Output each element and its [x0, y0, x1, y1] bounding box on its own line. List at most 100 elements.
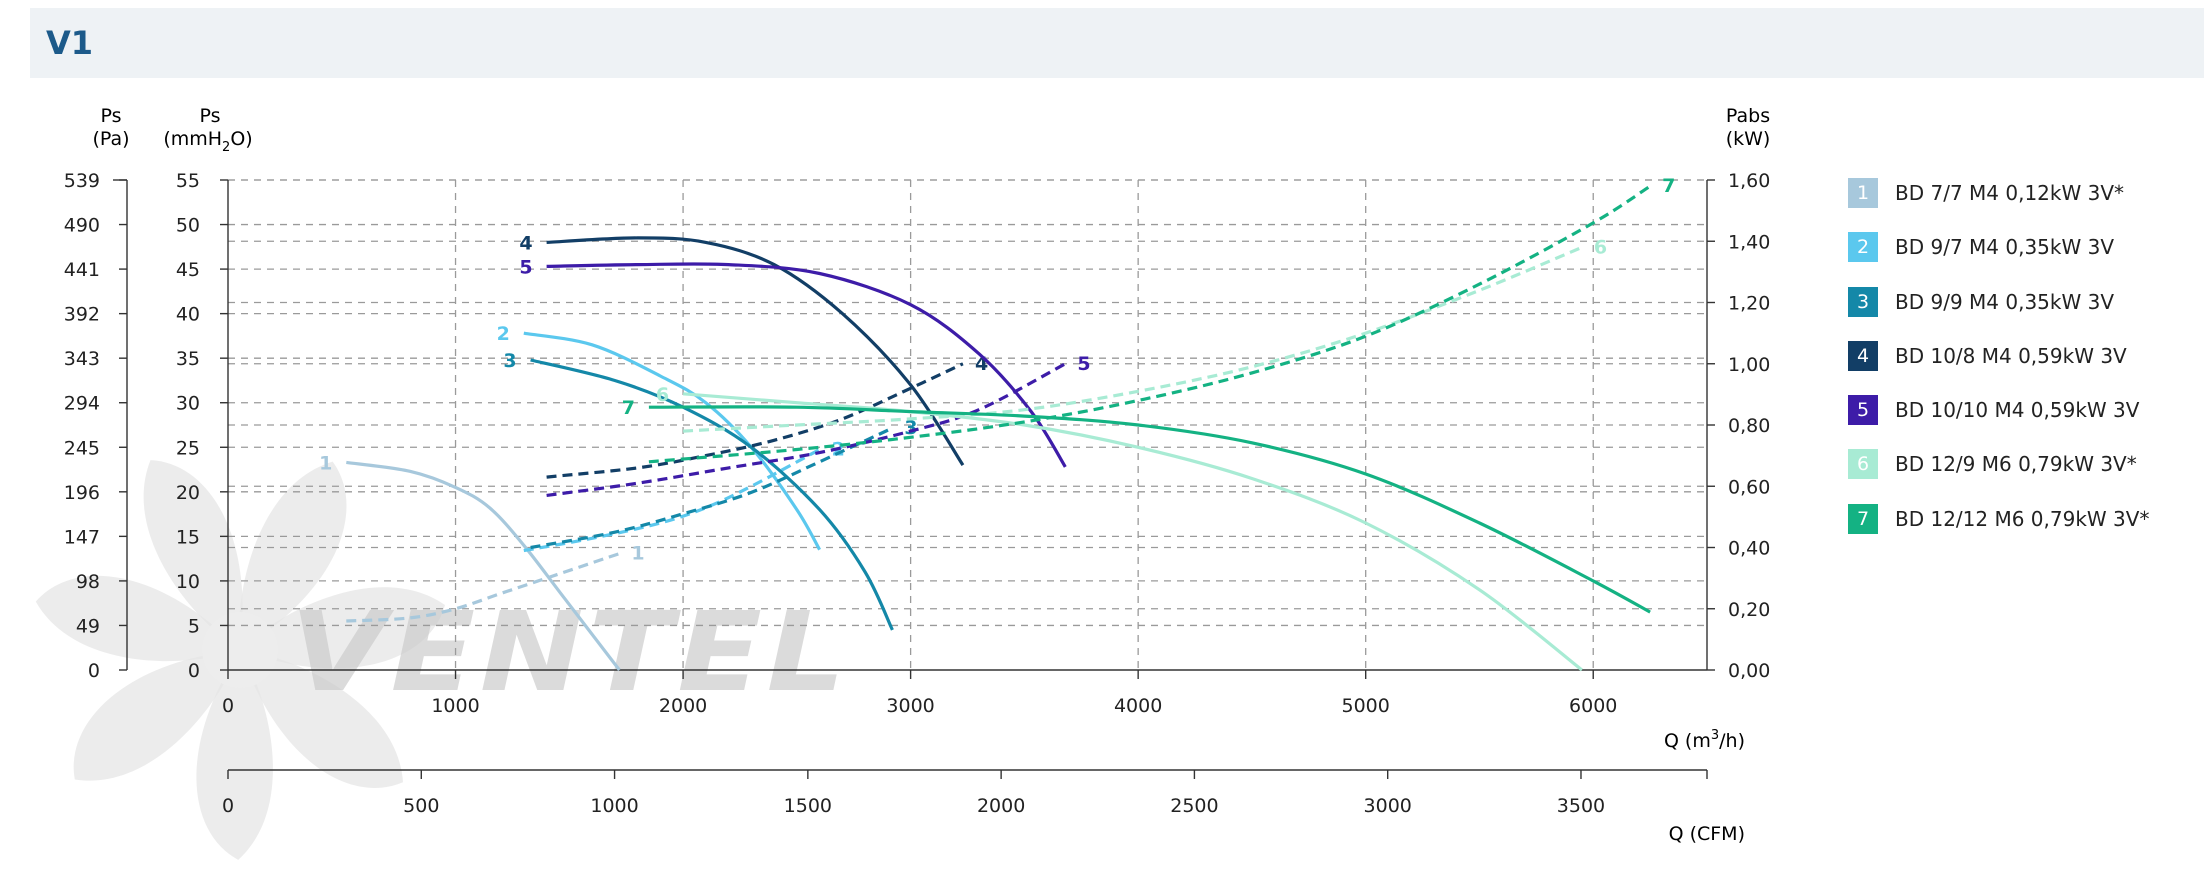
legend-label-6: BD 12/9 M6 0,79kW 3V*: [1895, 452, 2137, 477]
power-curve-1: [346, 552, 620, 623]
x-tick-label-cfm: 3000: [1364, 795, 1412, 817]
y-tick-label-kw: 1,00: [1728, 354, 1770, 376]
y-tick-label-mmh2o: 35: [176, 348, 200, 370]
power-curve-5: [546, 362, 1067, 497]
power-curve-2: [523, 448, 821, 553]
x-tick-label-m3h: 4000: [1114, 695, 1162, 717]
y-tick-label-pa: 441: [64, 259, 100, 281]
y-tick-label-kw: 0,00: [1728, 660, 1770, 682]
legend-item-6[interactable]: 6 BD 12/9 M6 0,79kW 3V*: [1848, 449, 2188, 503]
fan-hub-shape: [202, 612, 278, 688]
pressure-curve-5: [546, 262, 1067, 468]
y-tick-label-pa: 343: [64, 348, 100, 370]
power-curve-3: [530, 426, 894, 550]
x-tick-label-cfm: 1500: [784, 795, 832, 817]
y-tick-label-kw: 1,40: [1728, 231, 1770, 253]
fan-blade-shape: [240, 587, 445, 669]
x-tick-label-m3h: 5000: [1342, 695, 1390, 717]
legend-item-5[interactable]: 5 BD 10/10 M4 0,59kW 3V: [1848, 395, 2188, 449]
pressure-curve-label-6: 6: [656, 384, 669, 406]
y-tick-label-pa: 49: [76, 615, 100, 637]
legend-label-3: BD 9/9 M4 0,35kW 3V: [1895, 289, 2115, 314]
pressure-curve-label-3: 3: [503, 350, 516, 372]
power-curve-7: [648, 184, 1651, 464]
pressure-curve-label-1: 1: [319, 452, 332, 474]
pressure-curve-4: [546, 236, 965, 466]
y-tick-label-kw: 1,60: [1728, 170, 1770, 192]
y-tick-label-mmh2o: 10: [176, 571, 200, 593]
legend-item-1[interactable]: 1 BD 7/7 M4 0,12kW 3V*: [1848, 178, 2188, 232]
x-tick-label-cfm: 0: [222, 795, 234, 817]
y-tick-label-pa: 539: [64, 170, 100, 192]
axes: 0499814719624529434339244149053905101520…: [64, 170, 1771, 817]
legend-label-5: BD 10/10 M4 0,59kW 3V: [1895, 398, 2140, 423]
x-tick-label-cfm: 3500: [1557, 795, 1605, 817]
x-tick-label-cfm: 1000: [590, 795, 638, 817]
pressure-curve-label-5: 5: [519, 256, 532, 278]
fan-blade-shape: [196, 650, 273, 860]
y-tick-label-mmh2o: 20: [176, 482, 200, 504]
pressure-curve-1: [346, 460, 621, 671]
x-tick-label-m3h: 2000: [659, 695, 707, 717]
y-tick-label-kw: 0,80: [1728, 415, 1770, 437]
header-bar: V1: [30, 8, 2204, 78]
y-tick-label-kw: 0,20: [1728, 599, 1770, 621]
pressure-curve-6: [682, 392, 1583, 672]
power-curve-6: [683, 245, 1583, 433]
y-tick-label-pa: 147: [64, 526, 100, 548]
y-tick-label-mmh2o: 55: [176, 170, 200, 192]
fan-blade-shape: [239, 461, 347, 650]
pressure-curve-3: [530, 358, 894, 631]
fan-blade-shape: [143, 460, 243, 650]
y-axis-kw-label: Pabs: [1726, 105, 1770, 127]
y-tick-label-pa: 245: [64, 437, 100, 459]
legend-swatch-1: 1: [1848, 178, 1878, 208]
power-curve-4: [546, 362, 964, 479]
legend-item-2[interactable]: 2 BD 9/7 M4 0,35kW 3V: [1848, 232, 2188, 286]
x-tick-label-cfm: 2500: [1170, 795, 1218, 817]
y-tick-label-kw: 0,60: [1728, 476, 1770, 498]
power-curve-label-5: 5: [1077, 353, 1090, 375]
y-tick-label-mmh2o: 25: [176, 437, 200, 459]
pressure-curve-label-2: 2: [497, 323, 510, 345]
legend-swatch-4: 4: [1848, 340, 1878, 371]
x-tick-label-m3h: 3000: [886, 695, 934, 717]
legend-swatch-7: 7: [1848, 503, 1878, 534]
y-axis-mmh2o-label: Ps: [199, 105, 220, 127]
power-curve-label-1: 1: [631, 543, 644, 565]
legend-item-7[interactable]: 7 BD 12/12 M6 0,79kW 3V*: [1848, 503, 2188, 558]
y-tick-label-mmh2o: 15: [176, 526, 200, 548]
y-axis-pa-unit: (Pa): [92, 128, 129, 150]
y-tick-label-kw: 1,20: [1728, 293, 1770, 315]
y-tick-label-pa: 490: [64, 215, 100, 237]
pressure-curve-7: [648, 405, 1651, 614]
legend-label-4: BD 10/8 M4 0,59kW 3V: [1895, 343, 2127, 368]
y-tick-label-pa: 196: [64, 482, 100, 504]
pressure-curve-label-4: 4: [519, 232, 532, 254]
fan-blade-shape: [240, 650, 403, 788]
y-axis-pa-label: Ps: [100, 105, 121, 127]
pressure-curve-2: [523, 331, 821, 551]
pressure-curve-label-7: 7: [622, 397, 635, 419]
legend-swatch-2: 2: [1848, 232, 1878, 263]
x-tick-label-m3h: 1000: [431, 695, 479, 717]
y-tick-label-kw: 0,40: [1728, 538, 1770, 560]
y-axis-mmh2o-unit: (mmH2O): [163, 128, 252, 155]
fan-blade-shape: [73, 650, 240, 781]
y-tick-label-mmh2o: 40: [176, 304, 200, 326]
y-axis-kw-unit: (kW): [1726, 128, 1771, 150]
legend-swatch-3: 3: [1848, 286, 1878, 317]
legend-item-3[interactable]: 3 BD 9/9 M4 0,35kW 3V: [1848, 286, 2188, 341]
legend-swatch-6: 6: [1848, 449, 1878, 480]
y-tick-label-mmh2o: 5: [188, 615, 200, 637]
x-tick-label-m3h: 6000: [1569, 695, 1617, 717]
legend-label-1: BD 7/7 M4 0,12kW 3V*: [1895, 181, 2125, 205]
page-title: V1: [46, 24, 94, 62]
legend-item-4[interactable]: 4 BD 10/8 M4 0,59kW 3V: [1848, 340, 2188, 395]
x-tick-label-m3h: 0: [222, 695, 234, 717]
power-curve-label-3: 3: [904, 417, 917, 439]
x-tick-label-cfm: 500: [403, 795, 439, 817]
x-tick-label-cfm: 2000: [977, 795, 1025, 817]
